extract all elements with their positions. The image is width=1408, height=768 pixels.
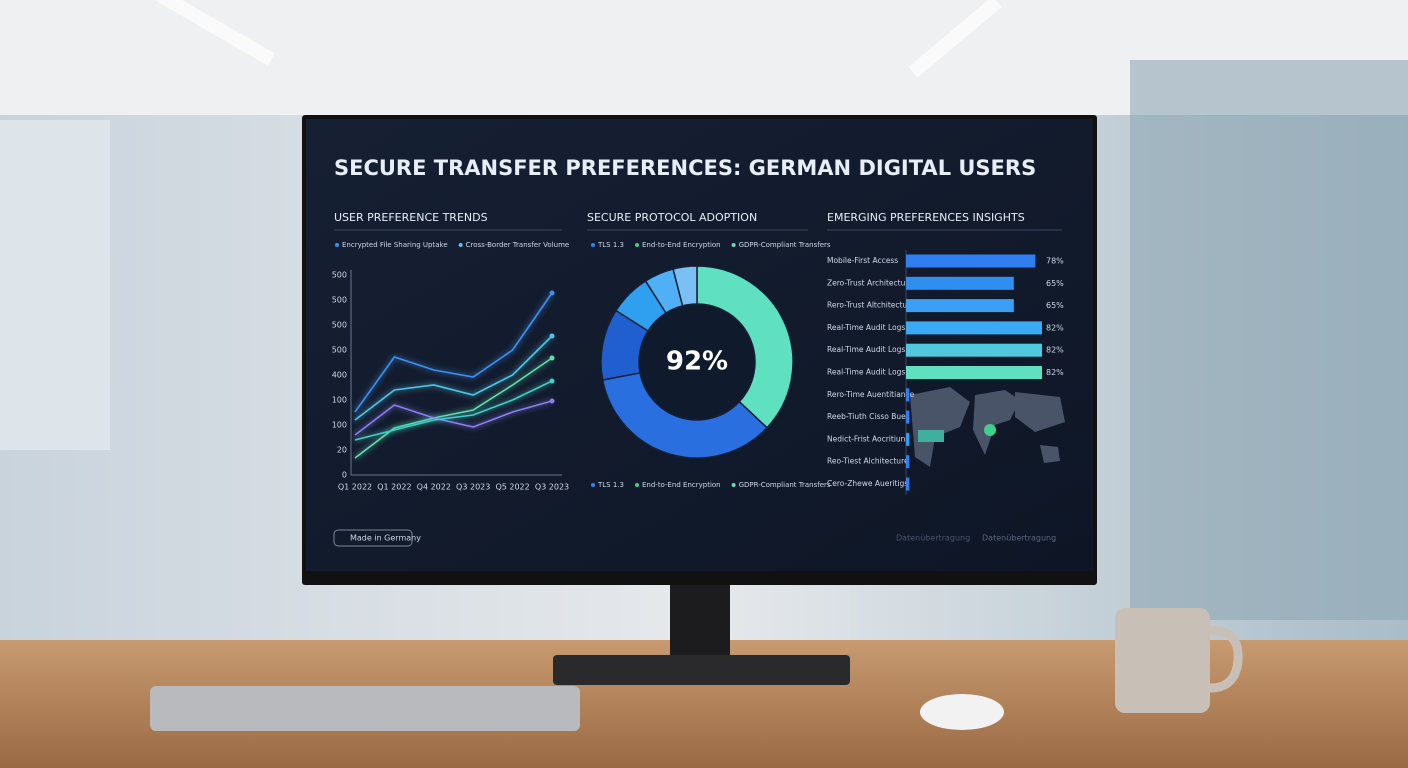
legend-label: Encrypted File Sharing Uptake [342,241,448,249]
dashboard-title: SECURE TRANSFER PREFERENCES: GERMAN DIGI… [334,156,1036,180]
x-tick-label: Q3 2023 [535,483,569,492]
category-label: Real-Time Audit Logs [827,368,905,377]
x-tick-label: Q3 2023 [456,483,490,492]
ceiling-light [155,0,275,66]
bar [906,366,1042,379]
legend-swatch [458,243,463,247]
legend-label: Cross-Border Transfer Volume [466,241,570,249]
x-tick-label: Q1 2022 [338,483,372,492]
legend-label: End-to-End Encryption [642,481,721,489]
legend-label: End-to-End Encryption [642,241,721,249]
bar [906,254,1036,268]
legend-label: GDPR-Compliant Transfers [739,481,831,489]
point [549,378,555,384]
bar [906,477,910,491]
center-label: 92% [666,347,728,377]
panel-title: USER PREFERENCE TRENDS [334,211,488,224]
laptop [150,686,580,731]
monitor-base [553,655,850,685]
x-tick-label: Q5 2022 [495,483,529,492]
mug-handle [1209,625,1243,693]
legend-swatch [591,483,595,487]
legend-swatch [634,483,639,487]
bar [906,410,910,424]
bar [906,343,1042,357]
donut-slice [696,265,794,429]
panel-title: SECURE PROTOCOL ADOPTION [587,211,757,224]
x-tick-label: Q1 2022 [377,483,411,492]
category-label: Mobile-First Access [827,256,898,265]
value-label: 82% [1046,323,1064,332]
point [549,355,555,361]
value-label: 82% [1046,346,1064,355]
category-label: Rero-Trust Altchitecture [827,301,915,310]
bar [906,321,1042,335]
bar [906,388,910,402]
y-tick-label: 100 [332,421,347,430]
monitor-stand [670,585,730,660]
y-tick-label: 0 [342,471,347,480]
legend-label: GDPR-Compliant Transfers [739,241,831,249]
value-label: 65% [1046,279,1064,288]
category-label: Nedict-Frist Aocritiuns [827,434,909,443]
line [354,292,553,413]
footer-note: Datenübertragung [896,534,970,543]
category-label: Zero-Trust Architecture [827,278,913,287]
line [354,335,553,421]
point [549,398,555,404]
category-label: Cero-Zhewe Aueritigs [827,479,908,488]
badge-text: Made in Germany [350,534,421,543]
point [549,290,555,296]
line [354,357,553,459]
y-tick-label: 500 [332,271,347,280]
y-tick-label: 100 [332,396,347,405]
world-map [910,387,1065,467]
donut-slice [601,371,769,459]
point [549,333,555,339]
y-tick-label: 400 [332,371,347,380]
legend-swatch [591,243,595,247]
y-tick-label: 500 [332,321,347,330]
category-label: Reo-Tiest Alchitecture [827,457,909,466]
legend-label: TLS 1.3 [597,241,624,249]
ceiling-light [908,0,1002,78]
donut-hole [641,306,753,418]
category-label: Reeb-Tiuth Cisso Bues [827,412,910,421]
value-label: 82% [1046,368,1064,377]
mouse [920,694,1004,730]
legend-swatch [731,483,736,487]
window [0,120,110,450]
legend-label: TLS 1.3 [597,481,624,489]
value-label: 65% [1046,301,1064,310]
legend-swatch [634,243,639,247]
footer-note: Datenübertragung [982,534,1056,543]
bar [906,455,910,469]
x-tick-label: Q4 2022 [417,483,451,492]
line [354,380,553,441]
mug [1115,608,1210,713]
bar [906,299,1014,313]
y-tick-label: 20 [337,446,347,455]
legend-swatch [335,243,339,247]
category-label: Real-Time Audit Logs [827,323,905,332]
line [354,400,553,436]
panel-title: EMERGING PREFERENCES INSIGHTS [827,211,1025,224]
donut-slice [672,265,698,307]
badge [333,529,413,547]
value-label: 78% [1046,257,1064,266]
category-label: Rero-Time Auentitiance [827,390,915,399]
glass-wall [1130,60,1408,620]
legend-swatch [731,243,736,247]
category-label: Real-Time Audit Logs [827,345,905,354]
bar [906,432,910,446]
y-tick-label: 500 [332,346,347,355]
y-tick-label: 500 [332,296,347,305]
bar [906,276,1014,290]
